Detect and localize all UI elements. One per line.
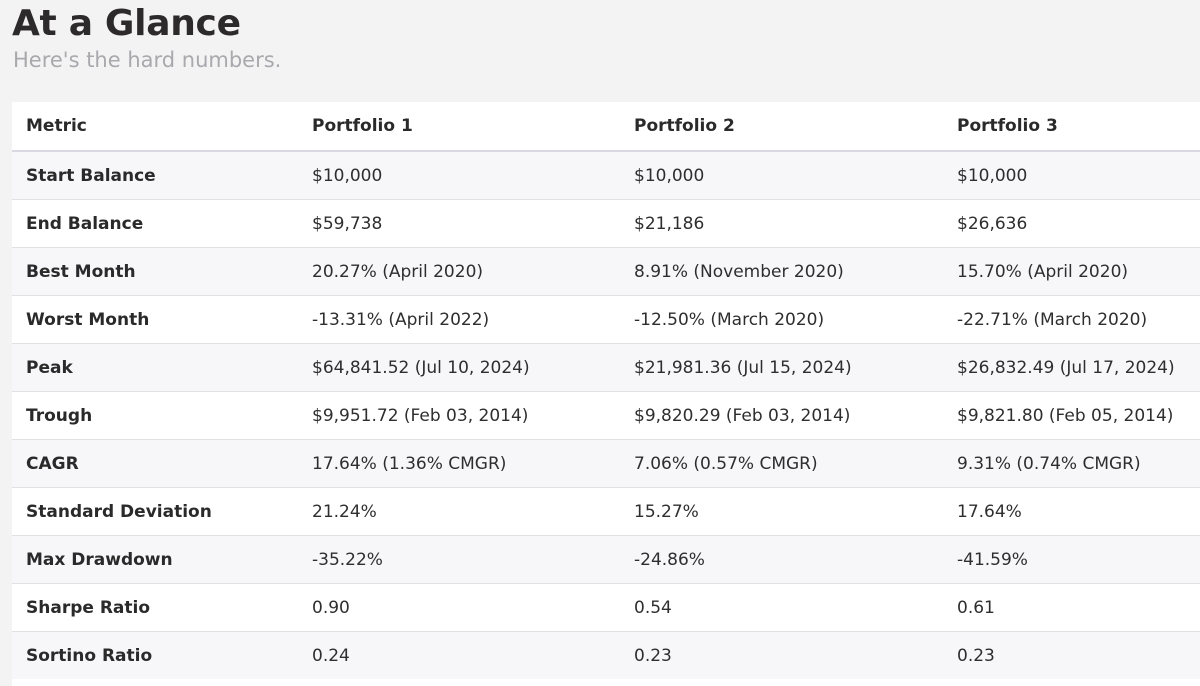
portfolio-3-value: 9.31% (0.74% CMGR) [943, 439, 1200, 488]
portfolio-2-value: 0.54 [620, 583, 943, 632]
portfolio-3-value: -22.71% (March 2020) [943, 295, 1200, 344]
portfolio-2-value: 7.06% (0.57% CMGR) [620, 439, 943, 488]
portfolio-3-value: $26,832.49 (Jul 17, 2024) [943, 343, 1200, 392]
table-header-row: Metric Portfolio 1 Portfolio 2 Portfolio… [12, 102, 1200, 152]
portfolio-3-value: 0.61 [943, 583, 1200, 632]
portfolio-1-value: $9,951.72 (Feb 03, 2014) [298, 391, 620, 440]
portfolio-3-value: $9,821.80 (Feb 05, 2014) [943, 391, 1200, 440]
table-row: Standard Deviation 21.24% 15.27% 17.64% [12, 487, 1200, 536]
portfolio-2-value: $21,186 [620, 199, 943, 248]
portfolio-1-value: 0.90 [298, 583, 620, 632]
table-row: Start Balance $10,000 $10,000 $10,000 [12, 151, 1200, 200]
table-row: Worst Month -13.31% (April 2022) -12.50%… [12, 295, 1200, 344]
portfolio-3-value: $10,000 [943, 151, 1200, 200]
table-row: Max Drawdown -35.22% -24.86% -41.59% [12, 535, 1200, 584]
metric-label: End Balance [12, 199, 298, 248]
column-header-portfolio-2: Portfolio 2 [620, 102, 943, 152]
portfolio-3-value: 15.70% (April 2020) [943, 247, 1200, 296]
portfolio-2-value: $9,820.29 (Feb 03, 2014) [620, 391, 943, 440]
portfolio-2-value: 8.91% (November 2020) [620, 247, 943, 296]
metrics-table-container: Metric Portfolio 1 Portfolio 2 Portfolio… [12, 102, 1200, 686]
metric-label: Max Drawdown [12, 535, 298, 584]
portfolio-1-value: 20.27% (April 2020) [298, 247, 620, 296]
portfolio-1-value: -13.31% (April 2022) [298, 295, 620, 344]
portfolio-1-value: 21.24% [298, 487, 620, 536]
portfolio-1-value: $59,738 [298, 199, 620, 248]
metric-label: Trough [12, 391, 298, 440]
page-subtitle: Here's the hard numbers. [13, 48, 282, 72]
table-row: Sortino Ratio 0.24 0.23 0.23 [12, 631, 1200, 679]
portfolio-2-value: 15.27% [620, 487, 943, 536]
portfolio-2-value: $21,981.36 (Jul 15, 2024) [620, 343, 943, 392]
metric-label: Best Month [12, 247, 298, 296]
page-title: At a Glance [12, 3, 241, 44]
metric-label: Sharpe Ratio [12, 583, 298, 632]
column-header-portfolio-1: Portfolio 1 [298, 102, 620, 152]
portfolio-3-value: 0.23 [943, 631, 1200, 679]
portfolio-1-value: $10,000 [298, 151, 620, 200]
table-row: Trough $9,951.72 (Feb 03, 2014) $9,820.2… [12, 391, 1200, 440]
column-header-portfolio-3: Portfolio 3 [943, 102, 1200, 152]
metric-label: Sortino Ratio [12, 631, 298, 679]
metric-label: Start Balance [12, 151, 298, 200]
portfolio-1-value: $64,841.52 (Jul 10, 2024) [298, 343, 620, 392]
portfolio-2-value: -12.50% (March 2020) [620, 295, 943, 344]
portfolio-2-value: 0.23 [620, 631, 943, 679]
portfolio-1-value: 17.64% (1.36% CMGR) [298, 439, 620, 488]
table-row: Best Month 20.27% (April 2020) 8.91% (No… [12, 247, 1200, 296]
portfolio-2-value: -24.86% [620, 535, 943, 584]
metric-label: Peak [12, 343, 298, 392]
portfolio-3-value: $26,636 [943, 199, 1200, 248]
portfolio-1-value: -35.22% [298, 535, 620, 584]
table-row: Peak $64,841.52 (Jul 10, 2024) $21,981.3… [12, 343, 1200, 392]
table-row: End Balance $59,738 $21,186 $26,636 [12, 199, 1200, 248]
portfolio-1-value: 0.24 [298, 631, 620, 679]
metrics-table: Metric Portfolio 1 Portfolio 2 Portfolio… [12, 102, 1200, 679]
metric-label: CAGR [12, 439, 298, 488]
portfolio-3-value: -41.59% [943, 535, 1200, 584]
table-row: CAGR 17.64% (1.36% CMGR) 7.06% (0.57% CM… [12, 439, 1200, 488]
portfolio-3-value: 17.64% [943, 487, 1200, 536]
portfolio-2-value: $10,000 [620, 151, 943, 200]
table-row: Sharpe Ratio 0.90 0.54 0.61 [12, 583, 1200, 632]
column-header-metric: Metric [12, 102, 298, 152]
metric-label: Worst Month [12, 295, 298, 344]
metric-label: Standard Deviation [12, 487, 298, 536]
